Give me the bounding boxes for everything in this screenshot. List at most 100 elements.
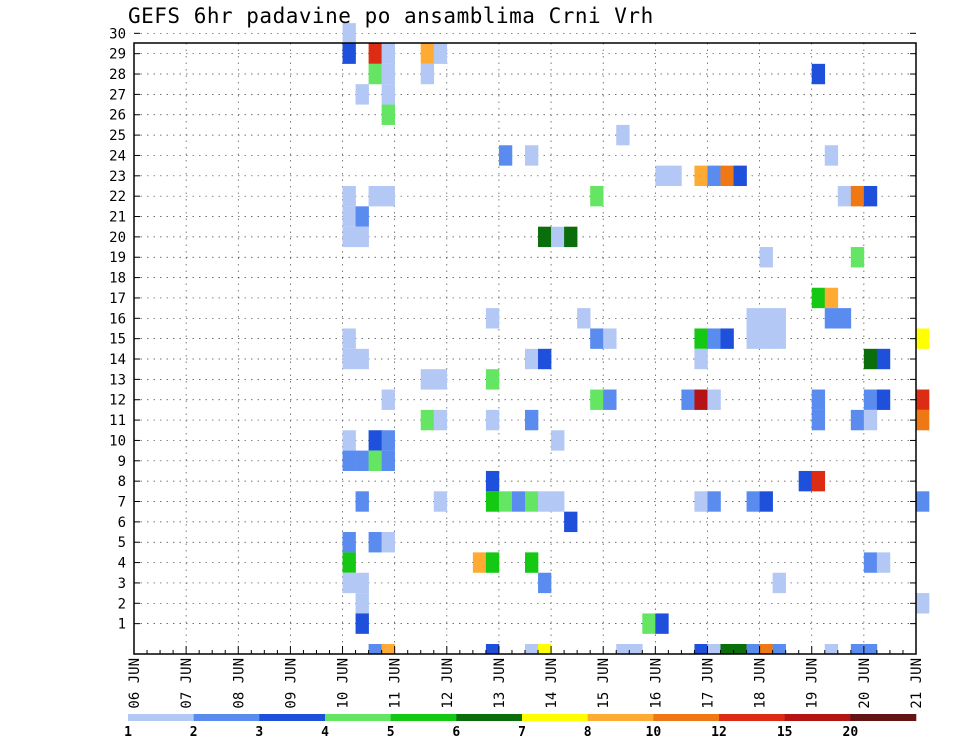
heatmap-cell: [368, 43, 382, 64]
heatmap-cell: [525, 409, 539, 431]
heatmap-cell: [485, 369, 500, 390]
heatmap-cell: [681, 389, 695, 410]
y-tick-label: 13: [109, 372, 126, 388]
heatmap-cell: [850, 644, 865, 654]
heatmap-cell: [824, 644, 839, 654]
heatmap-cell: [433, 409, 448, 431]
heatmap-cell: [590, 328, 604, 349]
heatmap-cell: [355, 450, 369, 471]
legend-label: 10: [646, 725, 662, 740]
heatmap-cell: [759, 308, 773, 329]
heatmap-cell: [420, 43, 435, 64]
y-tick-label: 1: [118, 617, 126, 633]
heatmap-cell: [355, 491, 369, 512]
heatmap-cell: [694, 644, 708, 654]
heatmap-cell: [577, 308, 591, 329]
heatmap-cell: [381, 185, 395, 207]
heatmap-cell: [590, 185, 604, 207]
heatmap-cell: [811, 470, 826, 492]
heatmap-cell: [694, 328, 708, 349]
y-tick-label: 14: [109, 352, 126, 368]
heatmap-cell: [342, 226, 356, 248]
legend-swatch: [128, 714, 194, 721]
heatmap-cell: [342, 348, 356, 370]
x-tick-label: 07 JUN: [179, 658, 195, 709]
legend-swatch: [259, 714, 326, 721]
legend-label: 8: [584, 725, 592, 740]
y-tick-label: 9: [118, 454, 126, 470]
heatmap-cell: [863, 389, 878, 410]
heatmap-cell: [342, 23, 356, 44]
color-legend: 1 2 3 4 5 6 7 8 10 12 15 20: [124, 714, 917, 740]
heatmap-cell: [603, 389, 617, 410]
heatmap-cell: [342, 185, 356, 207]
heatmap-cell: [525, 145, 539, 166]
x-tick-label: 16 JUN: [648, 658, 664, 709]
heatmap-cell: [342, 450, 356, 471]
legend-swatch: [325, 714, 391, 721]
heatmap-cells: [342, 23, 930, 654]
legend-label: 2: [190, 725, 198, 740]
heatmap-cell: [381, 63, 395, 85]
x-tick-label: 19 JUN: [805, 658, 821, 709]
heatmap-cell: [355, 206, 369, 227]
heatmap-cell: [498, 491, 513, 512]
heatmap-cell: [811, 63, 826, 85]
y-tick-label: 24: [109, 148, 126, 164]
heatmap-cell: [707, 389, 721, 410]
x-axis: 06 JUN 07 JUN 08 JUN 09 JUN 10 JUN 11 JUN 12 J…: [127, 646, 925, 709]
legend-swatch: [850, 714, 917, 721]
legend-label: 3: [255, 725, 263, 740]
heatmap-cell: [811, 287, 826, 309]
y-tick-label: 18: [109, 271, 126, 287]
heatmap-cell: [381, 450, 395, 471]
heatmap-cell: [616, 644, 630, 654]
legend-swatch: [719, 714, 785, 721]
heatmap-cell: [551, 430, 565, 451]
heatmap-cell: [863, 185, 878, 207]
x-tick-label: 18 JUN: [753, 658, 769, 709]
chart-title: GEFS 6hr padavine po ansamblima Crni Vrh: [128, 4, 654, 28]
x-tick-label: 15 JUN: [596, 658, 612, 709]
heatmap-cell: [876, 552, 891, 573]
legend-swatch: [522, 714, 588, 721]
legend-swatch: [653, 714, 720, 721]
heatmap-cell: [850, 185, 865, 207]
heatmap-cell: [707, 165, 721, 187]
heatmap-cell: [916, 409, 930, 431]
y-tick-label: 5: [118, 535, 126, 551]
legend-swatch: [587, 714, 654, 721]
heatmap-cell: [772, 572, 786, 594]
heatmap-cell: [485, 308, 500, 329]
heatmap-cell: [694, 389, 708, 410]
heatmap-cell: [342, 552, 356, 573]
heatmap-cell: [525, 552, 539, 573]
heatmap-cell: [824, 145, 839, 166]
heatmap-cell: [498, 145, 513, 166]
heatmap-cell: [368, 430, 382, 451]
heatmap-cell: [603, 328, 617, 349]
heatmap-cell: [368, 532, 382, 553]
heatmap-cell: [342, 532, 356, 553]
heatmap-cell: [381, 644, 395, 654]
heatmap-cell: [694, 165, 708, 187]
heatmap-cell: [772, 644, 786, 654]
x-tick-label: 13 JUN: [492, 658, 508, 709]
y-tick-label: 25: [109, 128, 126, 144]
y-tick-label: 10: [109, 433, 126, 449]
heatmap-cell: [876, 348, 891, 370]
heatmap-cell: [759, 491, 773, 512]
x-tick-label: 20 JUN: [857, 658, 873, 709]
legend-label: 5: [387, 725, 395, 740]
heatmap-cell: [381, 430, 395, 451]
heatmap-cell: [525, 644, 539, 654]
y-tick-label: 15: [109, 332, 126, 348]
heatmap-cell: [564, 511, 578, 533]
heatmap-cell: [355, 348, 369, 370]
heatmap-cell: [876, 389, 891, 410]
heatmap-cell: [642, 613, 656, 634]
x-tick-label: 11 JUN: [388, 658, 404, 709]
heatmap-cell: [824, 287, 839, 309]
heatmap-cell: [694, 491, 708, 512]
